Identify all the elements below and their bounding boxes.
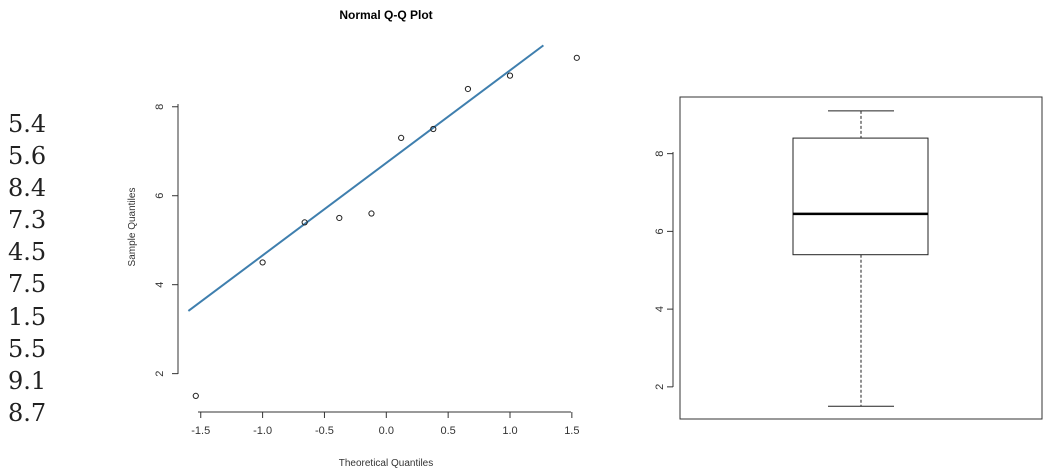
qq-x-tick-label: -1.0 — [253, 425, 272, 437]
value-item: 8.4 — [8, 174, 47, 203]
qq-xlabel: Theoretical Quantiles — [339, 458, 434, 469]
value-item: 5.5 — [8, 334, 47, 363]
qq-point — [398, 134, 405, 141]
qq-point — [506, 72, 514, 79]
value-item: 9.1 — [8, 366, 47, 395]
value-item: 7.3 — [8, 206, 47, 235]
qq-x-tick-label: -1.5 — [191, 425, 210, 437]
qq-x-tick-label: 0.0 — [379, 425, 394, 437]
value-item: 7.5 — [8, 270, 47, 299]
box-y-tick-label: 4 — [654, 306, 666, 312]
qq-point — [573, 54, 580, 61]
qq-point — [464, 85, 472, 93]
qq-point — [192, 392, 199, 399]
value-item: 1.5 — [8, 302, 47, 331]
qq-y-tick-label: 4 — [154, 282, 166, 288]
box-y-tick-label: 6 — [654, 228, 666, 234]
qq-y-tick-label: 6 — [154, 193, 166, 199]
box-plot-frame — [679, 96, 1043, 420]
value-item: 5.6 — [8, 142, 47, 171]
qq-y-tick-label: 2 — [154, 371, 166, 377]
qq-point — [368, 210, 375, 217]
value-item: 8.7 — [8, 398, 47, 427]
qq-x-tick-label: 1.0 — [502, 425, 517, 437]
box-iqr — [792, 137, 929, 256]
qq-x-tick-label: 1.5 — [564, 425, 579, 437]
qq-ylabel: Sample Quantiles — [127, 188, 138, 267]
box-y-tick-label: 8 — [654, 151, 666, 157]
value-item: 5.4 — [8, 110, 47, 138]
qq-title: Normal Q-Q Plot — [339, 8, 432, 22]
box-y-tick-label: 2 — [654, 384, 666, 390]
values-list: 5.4 5.6 8.4 7.3 4.5 7.5 1.5 5.5 9.1 8.7 — [8, 108, 46, 429]
qq-reference-line — [187, 44, 544, 312]
qq-y-tick-label: 8 — [154, 104, 166, 110]
qq-x-tick-label: 0.5 — [441, 425, 456, 437]
qq-x-tick-label: -0.5 — [315, 425, 334, 437]
qq-point — [301, 219, 308, 226]
qq-point — [430, 125, 437, 133]
value-item: 4.5 — [8, 238, 47, 267]
qq-point — [336, 214, 343, 222]
qq-point — [259, 259, 266, 266]
